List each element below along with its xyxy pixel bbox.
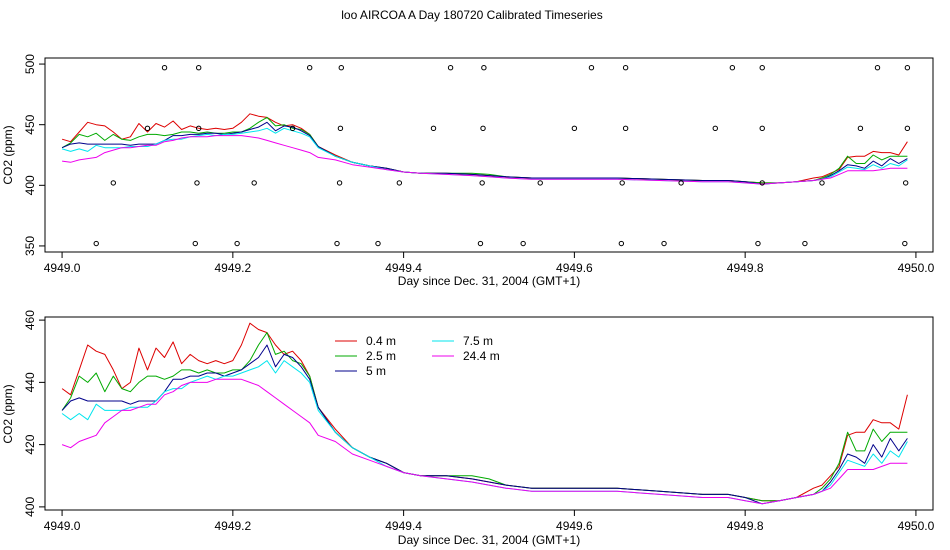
top-series-lines	[61, 113, 908, 185]
top-marker-point	[396, 180, 403, 186]
bottom-x-tick-label: 4950.0	[898, 519, 935, 533]
top-marker-point	[192, 240, 198, 247]
top-marker-point	[759, 65, 765, 71]
top-y-tick-label: 500	[23, 54, 37, 74]
top-marker-point	[195, 65, 202, 71]
top-marker-point	[93, 240, 99, 247]
top-y-axis: 350 400 450 500	[23, 54, 45, 256]
top-marker-point	[661, 240, 667, 247]
top-marker-point	[571, 125, 578, 132]
bottom-series-lines	[61, 322, 908, 505]
top-plot-frame	[44, 57, 934, 253]
top-marker-point	[622, 125, 629, 132]
top-marker-point	[194, 180, 200, 186]
top-marker-point	[902, 240, 908, 247]
top-marker-point	[161, 65, 168, 71]
top-marker-point	[289, 125, 296, 132]
legend-label: 24.4 m	[463, 349, 500, 363]
top-x-axis: 4949.0 4949.2 4949.4 4949.6 4949.8 4950.0	[44, 252, 935, 275]
legend: 0.4 m2.5 m5 m 7.5 m24.4 m	[335, 334, 500, 378]
bottom-plot-frame	[44, 316, 934, 511]
bottom-y-tick-label: 440	[23, 372, 37, 392]
top-marker-point	[874, 65, 881, 71]
bottom-x-axis-label: Day since Dec. 31, 2004 (GMT+1)	[398, 533, 580, 547]
top-marker-point	[904, 65, 911, 71]
top-marker-point	[334, 240, 340, 247]
top-marker-point	[902, 180, 909, 186]
top-marker-point	[447, 65, 454, 71]
top-marker-point	[618, 240, 625, 247]
top-marker-point	[480, 125, 486, 132]
bottom-series-24-4-m	[61, 378, 908, 505]
bottom-x-tick-label: 4949.4	[385, 519, 422, 533]
top-marker-point	[712, 125, 718, 132]
bottom-series-5-m	[61, 344, 908, 505]
top-marker-point	[477, 240, 484, 247]
legend-label: 7.5 m	[463, 334, 493, 348]
top-marker-point	[759, 180, 765, 186]
legend-label: 2.5 m	[366, 349, 396, 363]
bottom-y-axis-label: CO2 (ppm)	[1, 384, 15, 443]
bottom-series-0-4-m	[61, 322, 908, 502]
top-series-0-4-m	[61, 113, 908, 184]
bottom-x-tick-label: 4949.2	[214, 519, 251, 533]
bottom-series-7-5-m	[61, 360, 908, 505]
bottom-x-tick-label: 4949.0	[44, 519, 81, 533]
bottom-x-tick-label: 4949.8	[727, 519, 764, 533]
top-marker-point	[375, 240, 381, 247]
top-marker-point	[802, 240, 808, 247]
top-x-axis-label: Day since Dec. 31, 2004 (GMT+1)	[398, 274, 580, 288]
legend-label: 0.4 m	[366, 334, 396, 348]
top-marker-point	[729, 65, 736, 71]
top-circle-markers	[93, 65, 911, 247]
top-x-tick-label: 4950.0	[898, 261, 935, 275]
top-x-tick-label: 4949.8	[727, 261, 764, 275]
top-marker-point	[520, 240, 526, 247]
top-y-tick-label: 450	[23, 114, 37, 134]
top-marker-point	[588, 65, 595, 71]
bottom-y-tick-label: 460	[23, 310, 37, 330]
top-marker-point	[819, 180, 825, 186]
top-marker-point	[251, 180, 257, 186]
legend-label: 5 m	[366, 364, 386, 378]
top-marker-point	[678, 180, 684, 186]
top-x-tick-label: 4949.6	[556, 261, 593, 275]
top-y-tick-label: 350	[23, 236, 37, 256]
top-x-tick-label: 4949.2	[214, 261, 251, 275]
top-marker-point	[336, 180, 343, 186]
top-y-axis-label: CO2 (ppm)	[1, 125, 15, 184]
top-series-24-4-m	[62, 135, 908, 185]
top-panel: 4949.0 4949.2 4949.4 4949.6 4949.8 4950.0 350…	[1, 54, 935, 288]
top-marker-point	[110, 180, 117, 186]
top-marker-point	[430, 125, 437, 132]
bottom-x-tick-label: 4949.6	[556, 519, 593, 533]
top-marker-point	[622, 65, 629, 71]
bottom-panel: 4949.0 4949.2 4949.4 4949.6 4949.8 4950.0 400…	[1, 310, 935, 547]
bottom-y-axis: 400 420 440 460	[23, 310, 45, 517]
bottom-y-tick-label: 400	[23, 497, 37, 517]
top-marker-point	[195, 125, 202, 132]
top-marker-point	[537, 180, 543, 186]
top-marker-point	[479, 180, 485, 186]
figure-title: loo AIRCOA A Day 180720 Calibrated Times…	[341, 8, 602, 22]
top-marker-point	[338, 65, 344, 71]
top-marker-point	[619, 180, 625, 186]
top-marker-point	[144, 125, 151, 132]
bottom-y-tick-label: 420	[23, 434, 37, 454]
top-marker-point	[306, 65, 313, 71]
top-marker-point	[234, 240, 240, 247]
top-x-tick-label: 4949.0	[44, 261, 81, 275]
top-marker-point	[857, 125, 864, 132]
top-x-tick-label: 4949.4	[385, 261, 422, 275]
top-marker-point	[481, 65, 487, 71]
top-marker-point	[337, 125, 344, 132]
top-marker-point	[904, 125, 911, 132]
top-marker-point	[755, 240, 761, 247]
bottom-x-axis: 4949.0 4949.2 4949.4 4949.6 4949.8 4950.0	[44, 510, 935, 533]
top-marker-point	[759, 125, 765, 132]
top-y-tick-label: 400	[23, 175, 37, 195]
